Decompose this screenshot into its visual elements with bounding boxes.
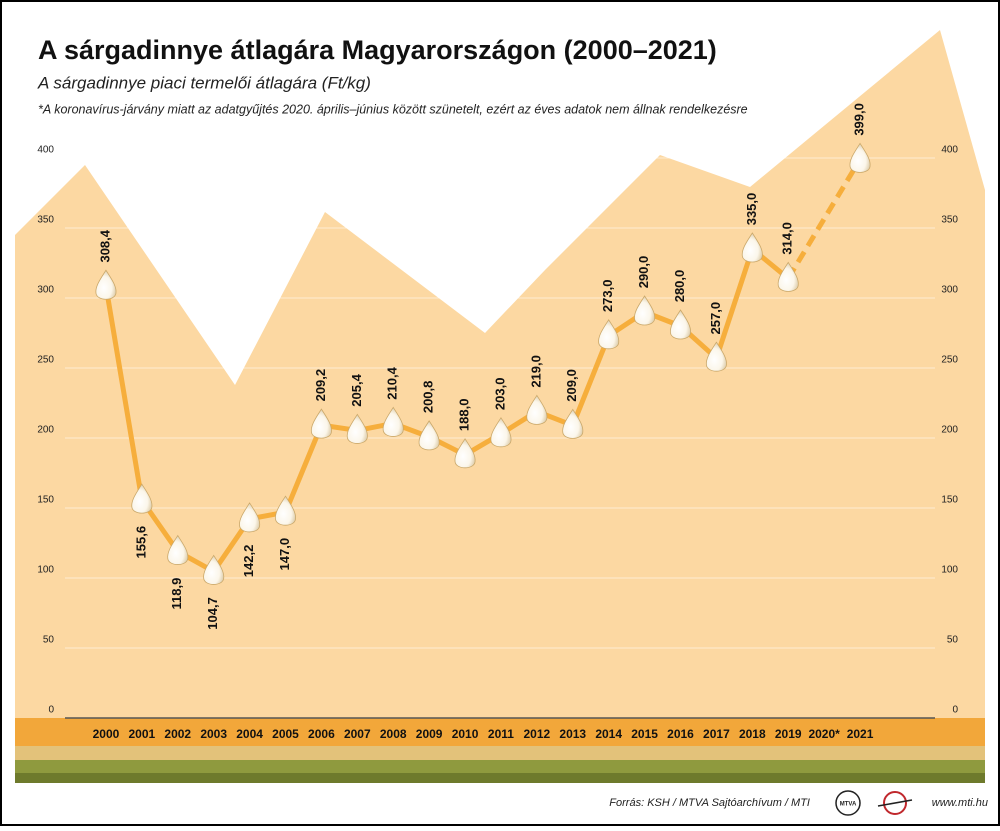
x-tick-label: 2016 <box>667 727 694 741</box>
chart-subtitle: A sárgadinnye piaci termelői átlagára (F… <box>37 73 371 92</box>
y-tick-label: 150 <box>37 495 54 506</box>
y-tick-label: 0 <box>48 705 54 716</box>
x-tick-label: 2017 <box>703 727 730 741</box>
logo <box>883 791 907 815</box>
marker <box>454 438 476 469</box>
x-tick-label: 2012 <box>524 727 551 741</box>
marker <box>382 406 404 437</box>
value-label: 188,0 <box>456 399 471 432</box>
value-label: 335,0 <box>744 193 759 226</box>
value-label: 209,2 <box>313 369 328 402</box>
y-tick-label: 350 <box>941 215 958 226</box>
y-tick-label: 150 <box>941 495 958 506</box>
website: www.mti.hu <box>932 797 988 809</box>
x-tick-label: 2014 <box>595 727 622 741</box>
x-tick-label: 2008 <box>380 727 407 741</box>
marker <box>310 408 332 439</box>
y-tick-label: 300 <box>37 285 54 296</box>
y-tick-label: 100 <box>37 565 54 576</box>
background-shape <box>15 30 985 718</box>
marker <box>634 295 656 326</box>
logo <box>835 790 861 816</box>
marker <box>346 413 368 444</box>
value-label: 273,0 <box>600 280 615 313</box>
y-tick-label: 250 <box>37 355 54 366</box>
value-label: 280,0 <box>672 270 687 303</box>
x-tick-label: 2019 <box>775 727 802 741</box>
value-label: 118,9 <box>169 578 184 610</box>
value-label: 147,0 <box>277 538 292 571</box>
x-tick-label: 2006 <box>308 727 335 741</box>
x-tick-label: 2021 <box>847 727 874 741</box>
y-tick-label: 250 <box>941 355 958 366</box>
x-tick-label: 2004 <box>236 727 263 741</box>
band <box>15 773 985 783</box>
x-tick-label: 2018 <box>739 727 766 741</box>
value-label: 209,0 <box>564 369 579 402</box>
x-tick-label: 2002 <box>164 727 191 741</box>
marker <box>95 269 117 300</box>
marker <box>239 502 261 533</box>
y-tick-label: 50 <box>947 635 959 646</box>
band <box>15 760 985 773</box>
value-label: 308,4 <box>97 229 112 262</box>
marker <box>418 420 440 451</box>
y-tick-label: 50 <box>43 635 55 646</box>
value-label: 290,0 <box>636 256 651 289</box>
marker <box>490 417 512 448</box>
x-tick-label: 2000 <box>93 727 120 741</box>
x-tick-label: 2010 <box>452 727 479 741</box>
x-tick-label: 2009 <box>416 727 443 741</box>
value-label: 142,2 <box>241 545 256 578</box>
y-tick-label: 200 <box>37 425 54 436</box>
marker <box>275 495 296 526</box>
marker <box>849 142 871 173</box>
marker <box>777 261 799 292</box>
value-label: 155,6 <box>133 526 148 559</box>
chart-title: A sárgadinnye átlagára Magyarországon (2… <box>38 35 717 65</box>
logo <box>877 799 913 807</box>
logo-text: MTVA <box>840 802 857 808</box>
value-label: 219,0 <box>528 355 543 388</box>
x-tick-label: 2015 <box>631 727 658 741</box>
x-tick-label: 2013 <box>559 727 586 741</box>
marker <box>670 309 691 340</box>
note: *A koronavírus-járvány miatt az adatgyűj… <box>38 102 748 116</box>
marker <box>167 534 189 565</box>
marker <box>741 232 763 263</box>
value-label: 257,0 <box>708 302 723 335</box>
value-label: 399,0 <box>851 103 866 136</box>
x-tick-label: 2020* <box>808 727 840 741</box>
band <box>15 746 985 760</box>
y-tick-label: 0 <box>952 705 958 716</box>
value-label: 210,4 <box>385 366 400 399</box>
value-label: 203,0 <box>492 378 507 411</box>
source: Forrás: KSH / MTVA Sajtóarchívum / MTI <box>609 797 810 809</box>
value-label: 104,7 <box>205 597 220 630</box>
marker <box>203 554 225 585</box>
y-tick-label: 100 <box>941 565 958 576</box>
y-tick-label: 400 <box>941 145 958 156</box>
x-tick-label: 2011 <box>488 727 514 741</box>
value-label: 205,4 <box>349 373 364 406</box>
marker <box>131 483 153 514</box>
marker <box>526 394 548 425</box>
y-tick-label: 200 <box>941 425 958 436</box>
value-label: 314,0 <box>780 222 795 255</box>
x-tick-label: 2007 <box>344 727 371 741</box>
x-tick-label: 2003 <box>200 727 227 741</box>
value-label: 200,8 <box>421 381 436 414</box>
marker <box>562 408 584 439</box>
x-tick-label: 2005 <box>272 727 299 741</box>
y-tick-label: 300 <box>941 285 958 296</box>
y-tick-label: 350 <box>37 215 54 226</box>
y-tick-label: 400 <box>37 145 54 156</box>
gap-line <box>786 158 863 280</box>
x-tick-label: 2001 <box>129 727 156 741</box>
marker <box>705 341 727 372</box>
band <box>15 718 985 746</box>
marker <box>598 319 620 350</box>
